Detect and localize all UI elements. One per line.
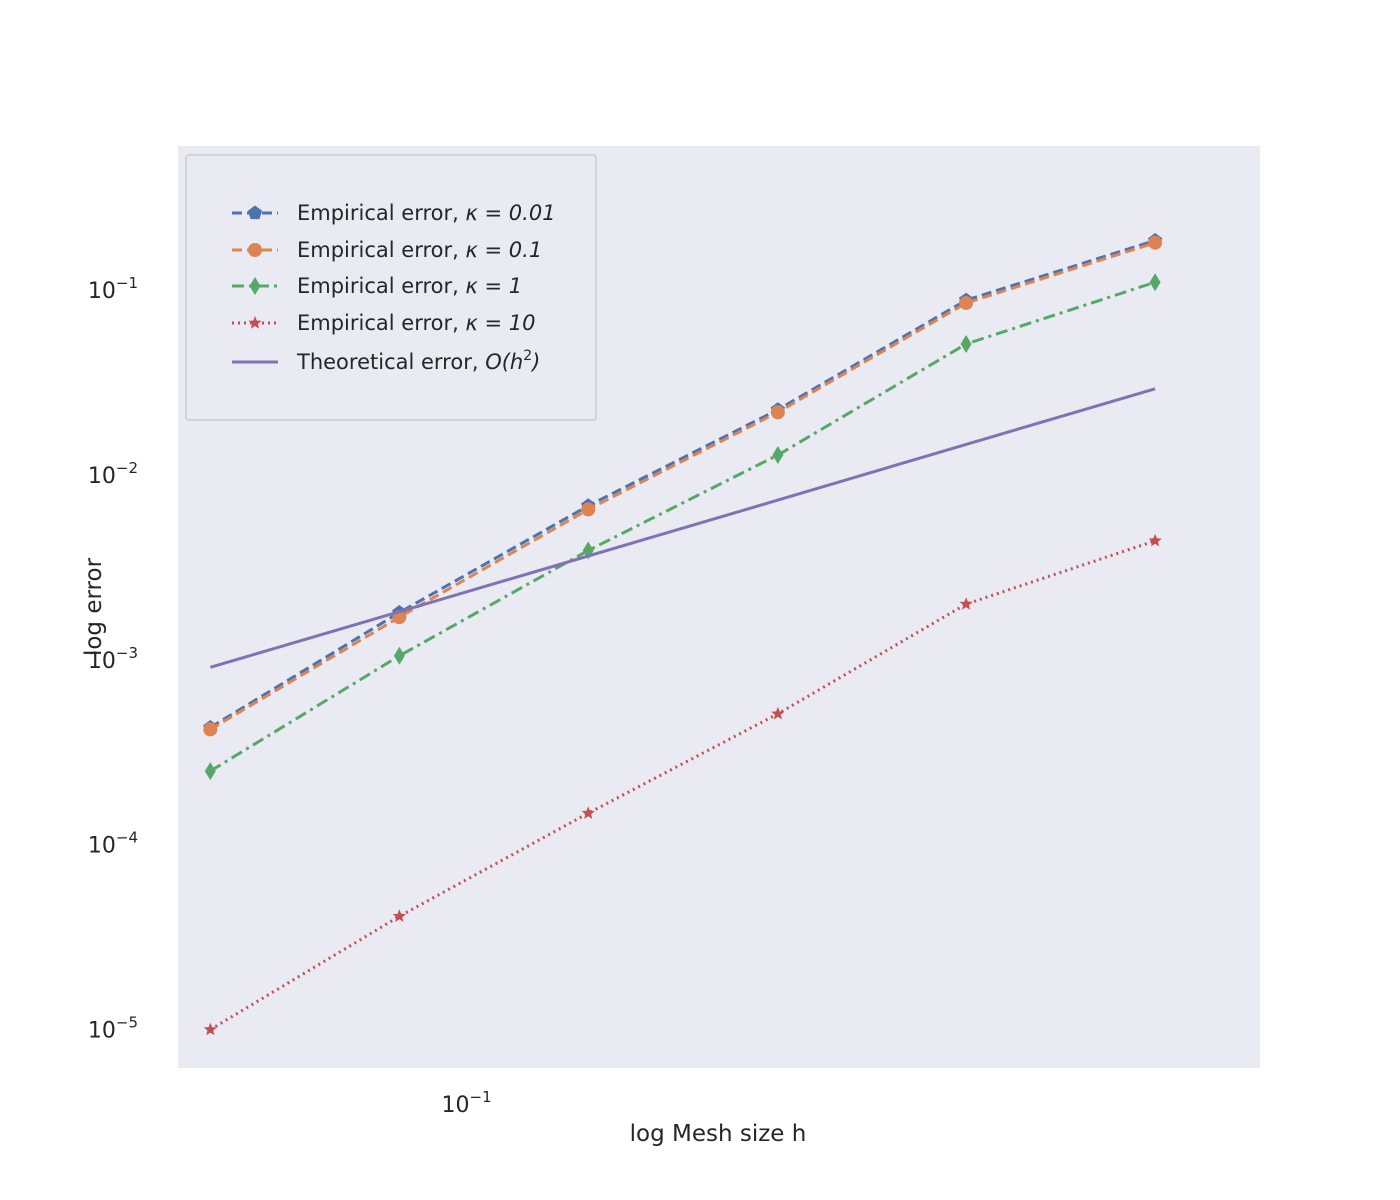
series-line [209, 539, 1156, 1031]
data-point [248, 316, 262, 329]
data-point [581, 806, 595, 819]
series-2 [203, 235, 1163, 737]
x-axis-ticks: 10−1 [442, 1088, 492, 1118]
data-point [959, 597, 973, 610]
legend-box [185, 154, 597, 421]
y-tick-label: 10−4 [88, 829, 138, 859]
series-line [209, 280, 1156, 773]
legend-label: Theoretical error, O(h2) [296, 348, 540, 374]
data-point [770, 405, 785, 420]
legend-item-3: Empirical error, κ = 1 [232, 274, 522, 298]
data-point [581, 502, 596, 517]
y-tick-label: 10−5 [88, 1014, 138, 1044]
data-point [1149, 273, 1161, 292]
data-point [203, 1022, 217, 1036]
y-axis-ticks: 10−1 10−2 10−3 10−4 10−5 [88, 274, 138, 1044]
data-point [203, 722, 218, 737]
legend-label: Empirical error, κ = 10 [297, 311, 536, 335]
legend-item-1: Empirical error, κ = 0.01 [232, 201, 556, 225]
legend-label: Empirical error, κ = 0.1 [297, 238, 542, 262]
y-tick-label: 10−2 [88, 459, 138, 489]
legend: Empirical error, κ = 0.01 Empirical error… [185, 154, 597, 421]
x-axis-label: log Mesh size h [630, 1121, 807, 1147]
legend-item-2: Empirical error, κ = 0.1 [232, 238, 542, 262]
data-point [393, 646, 405, 665]
legend-label: Empirical error, κ = 0.01 [297, 201, 556, 225]
y-tick-label: 10−1 [88, 274, 138, 304]
series-line [209, 239, 1156, 729]
data-point [960, 335, 972, 353]
y-tick-label: 10−3 [88, 644, 138, 674]
data-point [204, 762, 216, 781]
data-point [771, 706, 785, 720]
data-point [248, 243, 262, 257]
data-point [1148, 235, 1163, 250]
data-point [959, 295, 974, 310]
y-axis-label: log error [81, 557, 107, 656]
data-point [1148, 533, 1162, 547]
series-line [209, 387, 1156, 669]
data-point [247, 205, 263, 220]
series-3 [204, 273, 1161, 781]
legend-item-5: Theoretical error, O(h2) [232, 348, 540, 374]
legend-label: Empirical error, κ = 1 [297, 274, 522, 298]
data-point [249, 277, 261, 295]
data-point [772, 446, 784, 464]
series-5 [209, 387, 1156, 669]
series-layer [203, 233, 1163, 1036]
data-point [392, 909, 406, 922]
series-4 [203, 533, 1162, 1036]
x-tick-label: 10−1 [442, 1088, 492, 1118]
legend-item-4: Empirical error, κ = 10 [232, 311, 536, 335]
series-line [209, 241, 1156, 731]
